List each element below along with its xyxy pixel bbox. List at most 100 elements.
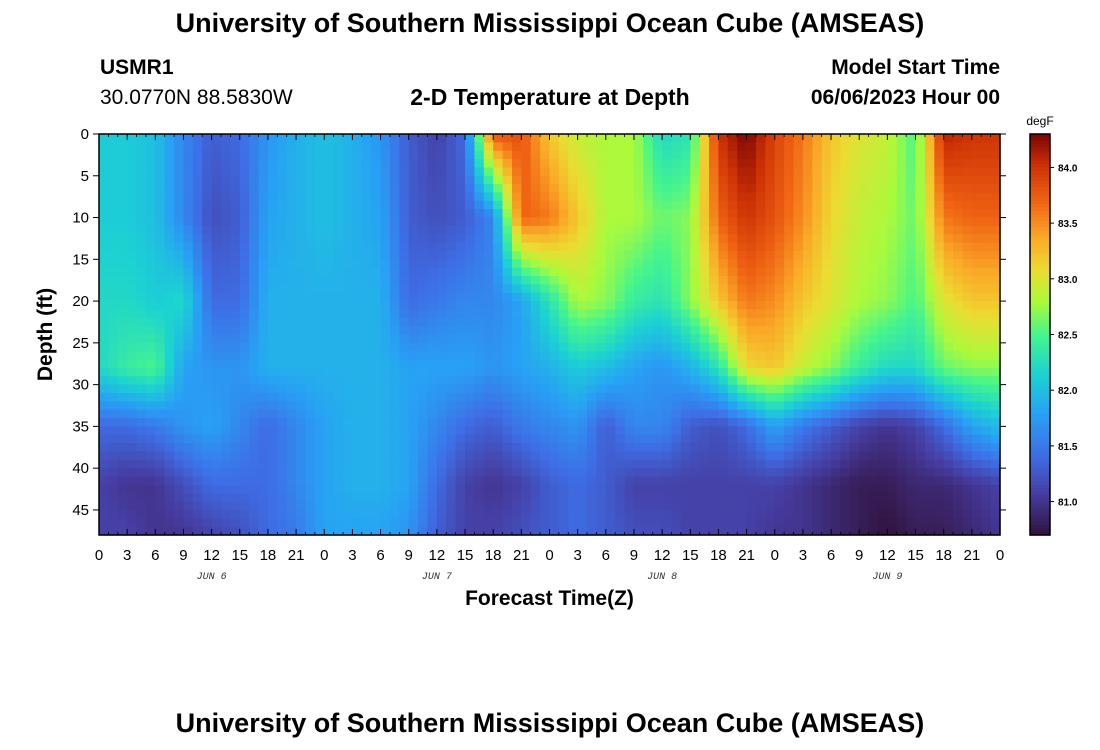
heatmap-cell — [605, 309, 616, 319]
heatmap-cell — [877, 476, 888, 486]
heatmap-cell — [277, 134, 288, 143]
heatmap-cell — [690, 326, 701, 336]
heatmap-cell — [352, 409, 363, 419]
heatmap-cell — [389, 317, 400, 327]
heatmap-cell — [333, 526, 344, 536]
heatmap-cell — [164, 484, 175, 494]
heatmap-cell — [643, 418, 654, 427]
heatmap-cell — [840, 267, 851, 277]
heatmap-cell — [615, 401, 626, 411]
heatmap-cell — [108, 167, 119, 177]
heatmap-cell — [709, 259, 720, 269]
heatmap-cell — [530, 518, 541, 528]
heatmap-cell — [868, 326, 879, 336]
heatmap-cell — [718, 159, 729, 169]
heatmap-cell — [305, 259, 316, 269]
colorbar-segment — [1030, 244, 1050, 249]
heatmap-cell — [662, 284, 673, 294]
heatmap-cell — [671, 392, 682, 402]
heatmap-cell — [314, 392, 325, 402]
heatmap-cell — [127, 159, 138, 169]
heatmap-cell — [399, 259, 410, 269]
heatmap-cell — [427, 234, 438, 244]
heatmap-cell — [192, 326, 203, 336]
colorbar-segment — [1030, 488, 1050, 493]
heatmap-cell — [540, 150, 551, 160]
heatmap-cell — [183, 276, 194, 285]
heatmap-cell — [981, 384, 992, 394]
heatmap-cell — [333, 192, 344, 202]
heatmap-cell — [924, 468, 935, 478]
heatmap-cell — [727, 493, 738, 503]
heatmap-cell — [427, 468, 438, 478]
heatmap-cell — [690, 526, 701, 536]
heatmap-cell — [709, 384, 720, 394]
heatmap-cell — [615, 526, 626, 536]
heatmap-cell — [324, 184, 335, 194]
heatmap-cell — [202, 250, 213, 260]
heatmap-cell — [596, 526, 607, 536]
heatmap-cell — [333, 376, 344, 386]
heatmap-cell — [849, 351, 860, 361]
heatmap-cell — [465, 326, 476, 336]
colorbar-segment — [1030, 314, 1050, 319]
heatmap-cell — [145, 276, 156, 285]
heatmap-cell — [108, 451, 119, 461]
heatmap-cell — [521, 401, 532, 411]
heatmap-cell — [953, 459, 964, 469]
heatmap-cell — [465, 384, 476, 394]
heatmap-cell — [408, 484, 419, 494]
heatmap-cell — [587, 192, 598, 202]
heatmap-cell — [615, 476, 626, 486]
heatmap-cell — [558, 518, 569, 528]
heatmap-cell — [136, 342, 147, 352]
heatmap-cell — [887, 225, 898, 235]
heatmap-cell — [990, 309, 1001, 319]
heatmap-cell — [221, 326, 231, 336]
heatmap-cell — [521, 209, 532, 219]
heatmap-cell — [859, 501, 870, 511]
heatmap-cell — [371, 418, 382, 427]
heatmap-cell — [474, 476, 485, 486]
heatmap-cell — [915, 209, 926, 219]
heatmap-cell — [671, 317, 682, 327]
heatmap-cell — [849, 250, 860, 260]
heatmap-cell — [108, 234, 119, 244]
heatmap-cell — [774, 159, 785, 169]
heatmap-cell — [305, 250, 316, 260]
heatmap-cell — [727, 284, 738, 294]
heatmap-cell — [727, 317, 738, 327]
heatmap-cell — [859, 175, 870, 185]
heatmap-cell — [849, 192, 860, 202]
heatmap-cell — [587, 392, 598, 402]
heatmap-cell — [915, 359, 926, 369]
heatmap-cell — [117, 242, 128, 252]
heatmap-cell — [108, 401, 119, 411]
heatmap-cell — [596, 501, 607, 511]
heatmap-cell — [727, 392, 738, 402]
heatmap-cell — [389, 351, 400, 361]
heatmap-cell — [389, 334, 400, 344]
heatmap-cell — [99, 409, 109, 419]
heatmap-cell — [145, 493, 156, 503]
heatmap-cell — [709, 242, 720, 252]
heatmap-cell — [718, 267, 729, 277]
heatmap-cell — [643, 150, 654, 160]
heatmap-cell — [718, 217, 729, 227]
heatmap-cell — [389, 409, 400, 419]
heatmap-cell — [643, 234, 654, 244]
heatmap-cell — [399, 301, 410, 311]
heatmap-cell — [314, 418, 325, 427]
heatmap-cell — [174, 443, 185, 453]
heatmap-cell — [943, 367, 954, 377]
heatmap-cell — [296, 326, 307, 336]
heatmap-cell — [802, 209, 813, 219]
heatmap-cell — [267, 418, 278, 427]
heatmap-cell — [887, 434, 898, 444]
heatmap-cell — [690, 401, 701, 411]
heatmap-cell — [333, 267, 344, 277]
heatmap-cell — [521, 167, 532, 177]
heatmap-cell — [915, 184, 926, 194]
heatmap-cell — [596, 334, 607, 344]
heatmap-cell — [136, 509, 147, 519]
